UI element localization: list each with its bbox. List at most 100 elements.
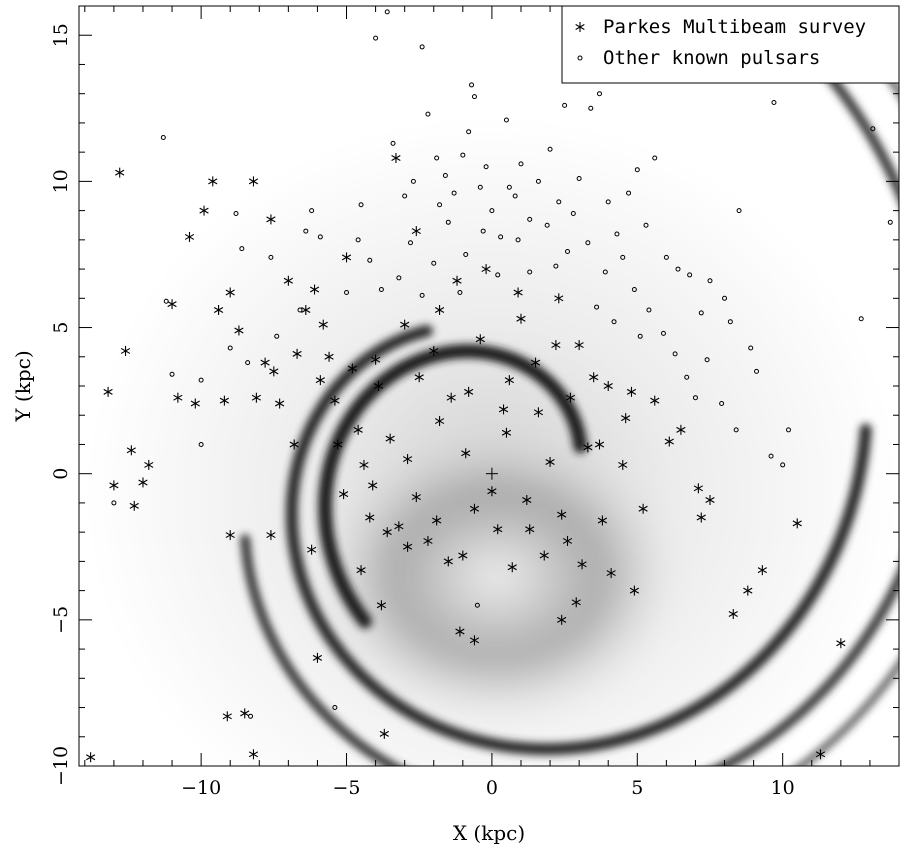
known-pulsar-point bbox=[553, 263, 559, 269]
parkes-pulsar-point bbox=[650, 395, 660, 406]
parkes-pulsar-point bbox=[792, 518, 802, 529]
known-pulsar-point bbox=[442, 173, 448, 179]
parkes-pulsar-point bbox=[481, 264, 491, 275]
known-pulsar-point bbox=[227, 345, 233, 351]
parkes-pulsar-point bbox=[434, 305, 445, 315]
parkes-pulsar-point bbox=[618, 459, 628, 470]
parkes-pulsar-point bbox=[213, 305, 224, 315]
x-tick-label: 10 bbox=[771, 777, 795, 799]
parkes-pulsar-point bbox=[103, 386, 113, 397]
known-pulsar-point bbox=[672, 351, 678, 357]
known-pulsar-point bbox=[692, 395, 698, 401]
known-pulsar-point bbox=[407, 240, 413, 246]
known-pulsar-point bbox=[419, 44, 425, 50]
parkes-pulsar-point bbox=[370, 354, 381, 365]
parkes-pulsar-point bbox=[120, 345, 131, 356]
parkes-pulsar-point bbox=[275, 398, 285, 409]
known-pulsar-point bbox=[887, 219, 893, 225]
known-pulsar-point bbox=[663, 254, 669, 260]
known-pulsar-point bbox=[474, 602, 480, 608]
parkes-pulsar-point bbox=[234, 325, 244, 336]
y-axis-title: Y (kpc) bbox=[11, 350, 35, 422]
known-pulsar-point bbox=[626, 190, 632, 196]
parkes-pulsar-point bbox=[109, 480, 119, 491]
known-pulsar-point bbox=[771, 99, 777, 105]
parkes-pulsar-point bbox=[248, 176, 259, 187]
parkes-pulsar-point bbox=[368, 480, 378, 491]
parkes-pulsar-point bbox=[461, 448, 471, 459]
parkes-pulsar-point bbox=[522, 495, 532, 505]
known-pulsar-point bbox=[198, 441, 204, 447]
parkes-pulsar-point bbox=[208, 176, 218, 187]
parkes-pulsar-point bbox=[539, 550, 549, 561]
known-pulsar-point bbox=[506, 184, 512, 190]
known-pulsar-point bbox=[620, 254, 626, 260]
known-pulsar-point bbox=[451, 190, 457, 196]
parkes-pulsar-point bbox=[475, 334, 485, 345]
parkes-pulsar-point bbox=[248, 749, 259, 760]
parkes-pulsar-point bbox=[225, 287, 235, 298]
parkes-pulsar-point bbox=[728, 609, 738, 619]
known-pulsar-point bbox=[332, 705, 338, 711]
parkes-pulsar-point bbox=[251, 392, 261, 403]
legend-label-parkes: Parkes Multibeam survey bbox=[603, 16, 866, 38]
known-pulsar-point bbox=[646, 307, 652, 313]
parkes-pulsar-point bbox=[513, 287, 523, 298]
known-pulsar-point bbox=[704, 357, 710, 363]
known-pulsar-point bbox=[634, 167, 640, 173]
known-pulsar-point bbox=[268, 254, 274, 260]
known-pulsar-point bbox=[431, 260, 437, 266]
parkes-pulsar-point bbox=[394, 521, 404, 532]
known-pulsar-point bbox=[378, 287, 384, 293]
parkes-pulsar-point bbox=[458, 550, 468, 561]
parkes-pulsar-point bbox=[289, 439, 299, 450]
known-pulsar-point bbox=[576, 175, 582, 181]
known-pulsar-point bbox=[733, 427, 739, 433]
known-pulsar-point bbox=[527, 216, 533, 222]
known-pulsar-point bbox=[355, 237, 361, 243]
known-pulsar-point bbox=[602, 269, 608, 275]
parkes-pulsar-point bbox=[676, 424, 686, 435]
parkes-pulsar-point bbox=[402, 541, 413, 552]
parkes-pulsar-point bbox=[696, 512, 706, 523]
known-pulsar-point bbox=[373, 35, 379, 41]
parkes-pulsar-point bbox=[626, 386, 637, 397]
known-pulsar-point bbox=[527, 269, 533, 275]
parkes-pulsar-point bbox=[190, 398, 200, 409]
parkes-pulsar-point bbox=[504, 375, 514, 386]
parkes-pulsar-point bbox=[129, 500, 139, 511]
parkes-pulsar-point bbox=[359, 459, 369, 470]
parkes-pulsar-point bbox=[815, 749, 826, 760]
parkes-pulsar-point bbox=[240, 708, 250, 719]
pulsar-points bbox=[86, 9, 893, 763]
parkes-pulsar-point bbox=[516, 313, 526, 324]
parkes-pulsar-point bbox=[743, 585, 753, 596]
known-pulsar-point bbox=[570, 211, 576, 217]
known-pulsar-point bbox=[515, 237, 521, 243]
parkes-pulsar-point bbox=[423, 535, 433, 546]
parkes-pulsar-point bbox=[411, 492, 421, 503]
parkes-pulsar-point bbox=[382, 527, 392, 538]
spiral-arm-inner bbox=[318, 344, 588, 629]
known-pulsar-point bbox=[460, 152, 466, 158]
y-tick-label: 15 bbox=[50, 23, 72, 47]
parkes-pulsar-point bbox=[565, 392, 576, 403]
known-pulsar-point bbox=[410, 178, 416, 184]
x-tick-label: −10 bbox=[181, 777, 221, 799]
known-pulsar-point bbox=[402, 193, 408, 199]
parkes-pulsar-point bbox=[533, 407, 544, 418]
known-pulsar-point bbox=[736, 208, 742, 214]
parkes-pulsar-point bbox=[664, 436, 674, 447]
known-pulsar-point bbox=[870, 126, 876, 132]
parkes-pulsar-point bbox=[557, 614, 567, 625]
parkes-pulsar-point bbox=[705, 495, 715, 505]
parkes-pulsar-point bbox=[333, 439, 343, 450]
known-pulsar-point bbox=[562, 102, 568, 108]
known-pulsar-point bbox=[707, 278, 713, 284]
parkes-pulsar-point bbox=[318, 319, 328, 330]
known-pulsar-point bbox=[719, 401, 725, 407]
legend-label-other: Other known pulsars bbox=[603, 47, 820, 69]
spiral-arm-outer bbox=[240, 6, 899, 766]
known-pulsar-point bbox=[611, 319, 617, 325]
known-pulsar-point bbox=[425, 111, 431, 117]
